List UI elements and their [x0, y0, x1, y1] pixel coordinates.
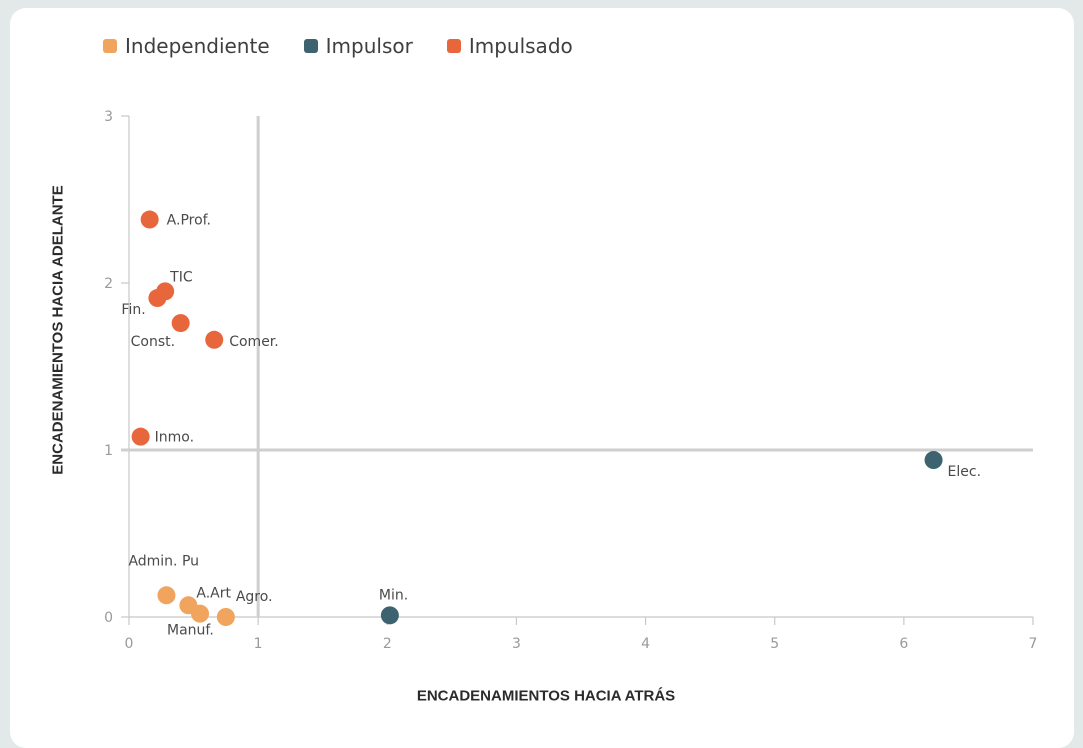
- data-point-admin-pu[interactable]: [157, 586, 176, 605]
- x-axis-label: ENCADENAMIENTOS HACIA ATRÁS: [416, 687, 676, 705]
- data-label-admin-pu: Admin. Pu: [128, 553, 199, 569]
- legend: Independiente Impulsor Impulsado: [103, 34, 607, 58]
- legend-item-impulsor[interactable]: Impulsor: [303, 34, 413, 58]
- data-point-const[interactable]: [171, 314, 190, 333]
- data-label-fin: Fin.: [121, 302, 145, 318]
- x-tick-label: 6: [899, 636, 908, 652]
- chart-card: [10, 8, 1074, 748]
- data-label-const: Const.: [131, 334, 175, 350]
- data-point-min[interactable]: [380, 606, 399, 625]
- x-tick-label: 1: [254, 636, 263, 652]
- x-tick-label: 3: [512, 636, 521, 652]
- y-tick-label: 2: [104, 276, 113, 292]
- data-label-a-prof: A.Prof.: [167, 213, 211, 229]
- legend-label-independiente: Independiente: [125, 34, 270, 58]
- data-point-fin[interactable]: [148, 289, 167, 308]
- data-label-a-art: A.Art: [196, 585, 231, 601]
- legend-swatch-independiente: [103, 39, 117, 53]
- legend-label-impulsado: Impulsado: [468, 34, 573, 58]
- data-label-elec: Elec.: [948, 464, 982, 480]
- data-label-comer: Comer.: [229, 334, 279, 350]
- data-label-inmo: Inmo.: [155, 430, 194, 446]
- legend-item-impulsado[interactable]: Impulsado: [446, 34, 573, 58]
- y-tick-label: 0: [104, 610, 113, 626]
- data-point-manuf[interactable]: [191, 604, 210, 623]
- x-tick-label: 4: [641, 636, 650, 652]
- legend-item-independiente[interactable]: Independiente: [103, 34, 270, 58]
- legend-swatch-impulsado: [446, 39, 461, 53]
- legend-swatch-impulsor: [303, 39, 318, 53]
- x-tick-label: 5: [770, 636, 779, 652]
- x-tick-label: 7: [1029, 636, 1038, 652]
- y-tick-label: 1: [104, 443, 113, 459]
- data-point-a-prof[interactable]: [140, 210, 159, 229]
- data-point-elec[interactable]: [924, 451, 943, 470]
- data-point-comer[interactable]: [205, 330, 224, 349]
- data-label-manuf: Manuf.: [167, 623, 214, 639]
- data-label-agro: Agro.: [236, 589, 273, 605]
- data-label-tic: TIC: [169, 269, 193, 285]
- data-point-inmo[interactable]: [131, 427, 150, 446]
- x-tick-label: 0: [125, 636, 134, 652]
- y-tick-label: 3: [104, 109, 113, 125]
- legend-label-impulsor: Impulsor: [325, 34, 413, 58]
- data-label-min: Min.: [379, 587, 408, 603]
- x-tick-label: 2: [383, 636, 392, 652]
- data-point-agro[interactable]: [216, 608, 235, 626]
